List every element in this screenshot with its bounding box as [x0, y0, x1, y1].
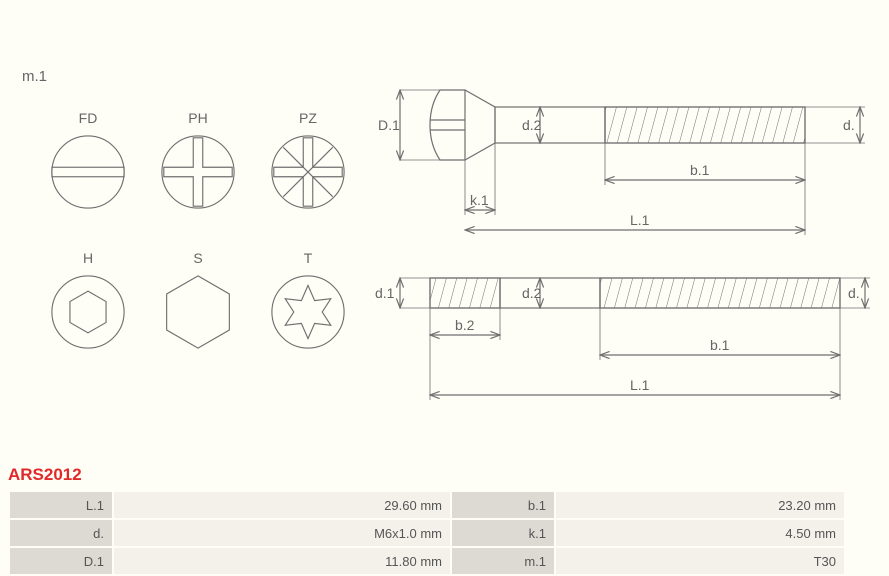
dim-label: d.1 — [375, 285, 395, 301]
section-label: m.1 — [22, 68, 47, 85]
drive-t: T — [253, 250, 363, 390]
torx-icon — [270, 274, 346, 350]
drive-label: S — [143, 250, 253, 266]
part-code: ARS2012 — [8, 465, 82, 485]
drive-s: S — [143, 250, 253, 390]
dim-label: d. — [848, 285, 860, 301]
spec-key: L.1 — [10, 492, 112, 518]
spec-value: 4.50 mm — [556, 520, 844, 546]
spec-value: 23.20 mm — [556, 492, 844, 518]
dim-label: d.2 — [522, 117, 542, 133]
spec-value: 29.60 mm — [114, 492, 450, 518]
dim-label: L.1 — [630, 377, 650, 393]
drive-label: H — [33, 250, 143, 266]
hex-head-icon — [160, 274, 236, 350]
spec-value: 11.80 mm — [114, 548, 450, 574]
dim-label: b.2 — [455, 317, 475, 333]
drive-label: T — [253, 250, 363, 266]
drive-type-grid: FD PH PZ H — [33, 110, 363, 390]
spec-key: m.1 — [452, 548, 554, 574]
dim-label: k.1 — [470, 192, 489, 208]
hex-socket-icon — [50, 274, 126, 350]
drive-pz: PZ — [253, 110, 363, 250]
drive-h: H — [33, 250, 143, 390]
table-row: d. M6x1.0 mm k.1 4.50 mm — [10, 520, 844, 546]
spec-value: M6x1.0 mm — [114, 520, 450, 546]
drive-ph: PH — [143, 110, 253, 250]
drive-fd: FD — [33, 110, 143, 250]
dim-label: d.2 — [522, 285, 542, 301]
spec-value: T30 — [556, 548, 844, 574]
dim-label: b.1 — [690, 162, 710, 178]
drive-label: PZ — [253, 110, 363, 126]
dim-label: D.1 — [378, 117, 400, 133]
spec-key: b.1 — [452, 492, 554, 518]
dim-label: b.1 — [710, 337, 730, 353]
table-row: D.1 11.80 mm m.1 T30 — [10, 548, 844, 574]
spec-key: d. — [10, 520, 112, 546]
table-row: L.1 29.60 mm b.1 23.20 mm — [10, 492, 844, 518]
slot-icon — [50, 134, 126, 210]
spec-key: D.1 — [10, 548, 112, 574]
drive-label: PH — [143, 110, 253, 126]
spec-key: k.1 — [452, 520, 554, 546]
specs-table: L.1 29.60 mm b.1 23.20 mm d. M6x1.0 mm k… — [8, 490, 846, 576]
phillips-icon — [160, 134, 236, 210]
screw-technical-drawing: D.1 d.2 d. b.1 k.1 L.1 — [370, 60, 880, 420]
pozi-icon — [270, 134, 346, 210]
diagram-area: m.1 FD PH PZ H — [0, 0, 889, 450]
drive-label: FD — [33, 110, 143, 126]
dim-label: d. — [843, 117, 855, 133]
dim-label: L.1 — [630, 212, 650, 228]
